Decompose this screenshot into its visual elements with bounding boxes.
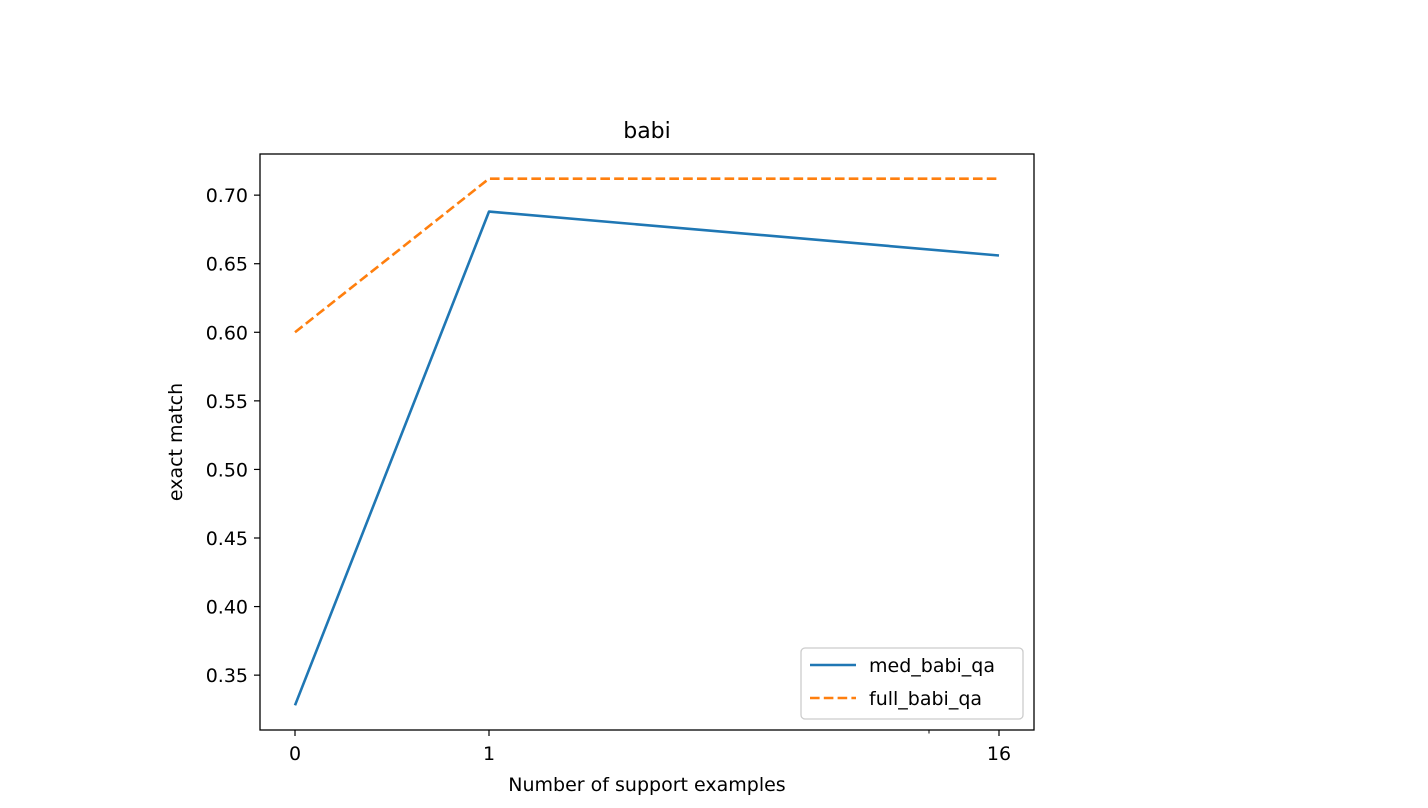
x-tick-label: 0 xyxy=(289,743,301,765)
y-tick-label: 0.45 xyxy=(206,528,248,550)
y-tick-label: 0.70 xyxy=(206,185,248,207)
series-line-full_babi_qa xyxy=(294,177,999,334)
plot-area: 0.35 0.40 0.45 0.50 0.55 0.60 0.65 0.70 0 1 16 xyxy=(206,153,1035,765)
x-axis-label: Number of support examples xyxy=(508,774,785,796)
legend-box xyxy=(800,647,1024,720)
y-tick-label: 0.40 xyxy=(206,597,248,619)
series-layer xyxy=(293,177,1000,706)
x-tick-label: 16 xyxy=(987,743,1011,765)
plot-frame xyxy=(259,153,1035,731)
x-axis: 0 1 16 xyxy=(289,730,1011,765)
y-axis-label: exact match xyxy=(165,383,187,501)
y-tick-label: 0.60 xyxy=(206,322,248,344)
x-tick-label: 1 xyxy=(483,743,495,765)
y-tick-label: 0.35 xyxy=(206,665,248,687)
legend: med_babi_qa full_babi_qa xyxy=(800,647,1024,720)
y-axis: 0.35 0.40 0.45 0.50 0.55 0.60 0.65 0.70 xyxy=(206,185,260,687)
y-tick-label: 0.65 xyxy=(206,254,248,276)
y-tick-label: 0.50 xyxy=(206,459,248,481)
chart-title: babi xyxy=(623,119,671,144)
legend-label: full_babi_qa xyxy=(869,688,982,710)
y-tick-label: 0.55 xyxy=(206,391,248,413)
legend-label: med_babi_qa xyxy=(869,655,995,677)
series-line-med_babi_qa xyxy=(293,210,1000,706)
